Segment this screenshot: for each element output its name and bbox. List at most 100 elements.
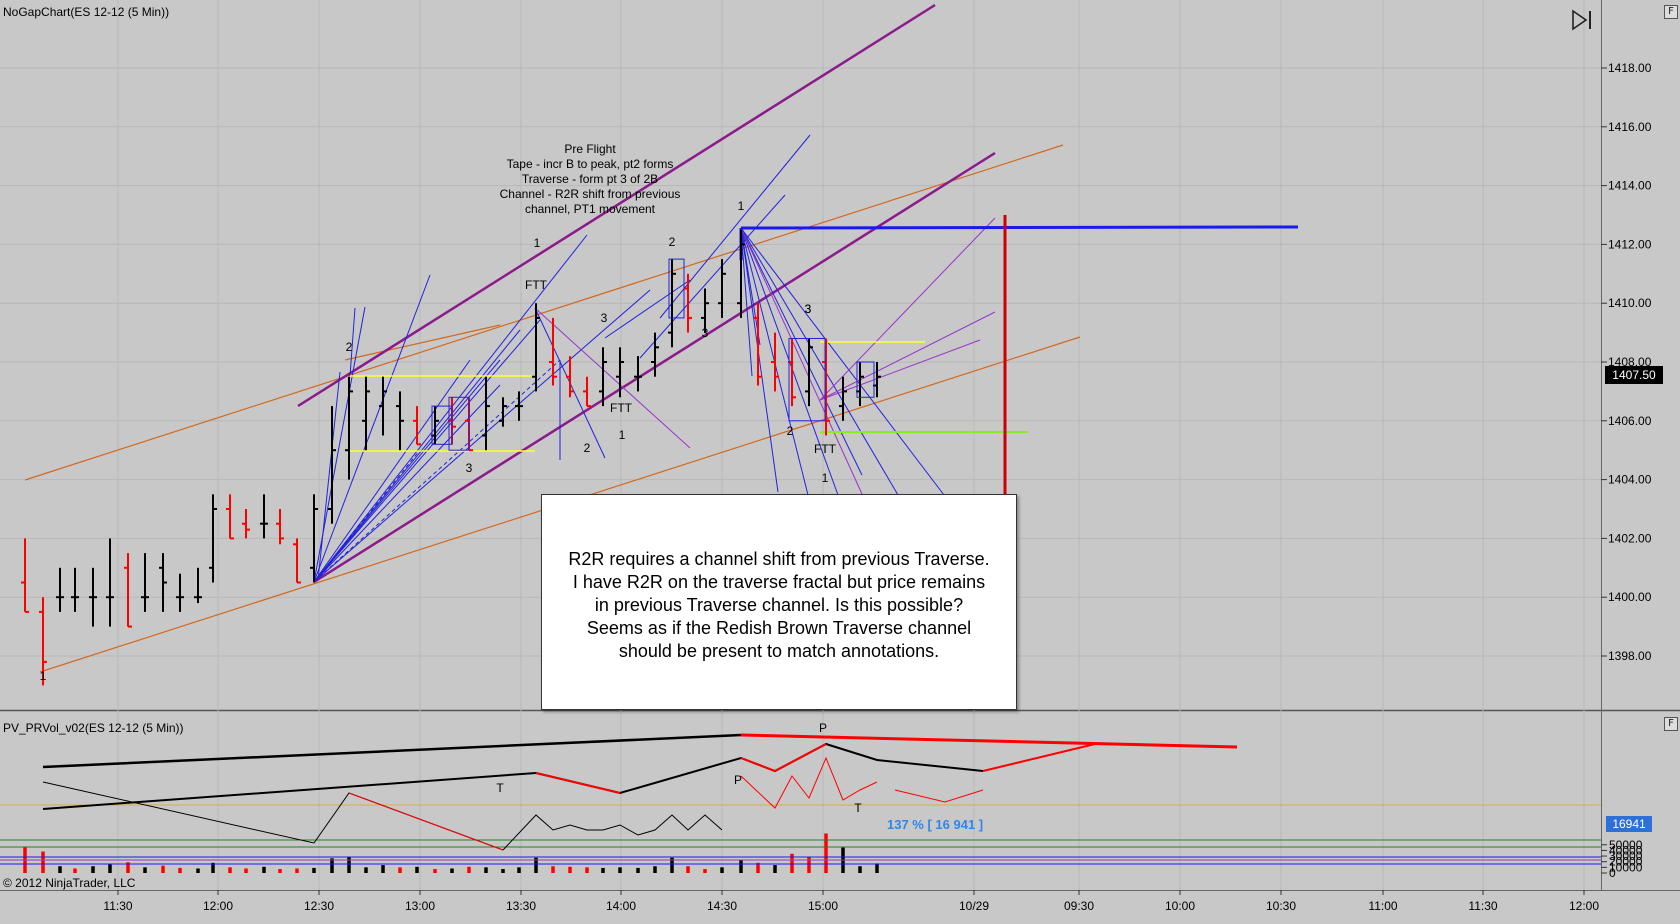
pattern-label: 2: [346, 340, 353, 354]
fan-line: [313, 234, 588, 583]
note-line: R2R requires a channel shift from previo…: [568, 548, 990, 569]
fan-line: [604, 279, 691, 339]
skip-to-end-icon[interactable]: [1570, 9, 1594, 31]
volume-pattern-label: P: [734, 773, 742, 787]
pattern-label: 2: [787, 424, 794, 438]
axes: 1418.00 1416.00 1414.00 1412.00 1410.00 1408.…: [103, 61, 1651, 913]
time-axis-label: 10:00: [1165, 899, 1195, 913]
fan-line-dashed: [313, 449, 421, 583]
note-line: in previous Traverse channel. Is this po…: [594, 594, 964, 615]
volume-panel-menu-button[interactable]: F: [1664, 717, 1678, 731]
annotation-line: Pre Flight: [564, 142, 616, 156]
price-axis-label: 1418.00: [1608, 61, 1652, 75]
pattern-label: 3: [805, 302, 812, 316]
pattern-label: 3: [466, 461, 473, 475]
volume-trend-black: [42, 772, 537, 810]
note-box[interactable]: R2R requires a channel shift from previo…: [541, 494, 1017, 710]
pattern-label: 1: [822, 471, 829, 485]
volume-pattern-label: P: [819, 721, 827, 735]
price-axis-label: 1414.00: [1608, 179, 1652, 193]
pattern-label: 1: [619, 428, 626, 442]
pattern-label: 1: [738, 199, 745, 213]
price-panel-menu-button[interactable]: F: [1664, 5, 1678, 19]
consolidation-box: [788, 337, 826, 422]
pattern-label: 3: [702, 326, 709, 340]
fan-line-violet: [819, 339, 981, 401]
price-axis-label: 1400.00: [1608, 590, 1652, 604]
volume-ratio-label: 137 % [ 16 941 ]: [887, 817, 984, 832]
fan-line-violet: [819, 311, 996, 401]
volume-pattern-label: T: [854, 801, 862, 815]
volume-trend-red: [740, 733, 1238, 749]
volume-wave: [502, 814, 723, 851]
volume-axis-label: 10000: [1609, 860, 1643, 874]
consolidation-box: [668, 258, 685, 319]
price-axis-label: 1410.00: [1608, 296, 1652, 310]
price-axis-label: 1398.00: [1608, 649, 1652, 663]
annotation-line: Channel - R2R shift from previous: [499, 187, 681, 201]
time-axis-label: 11:00: [1368, 899, 1397, 913]
copyright-text: © 2012 NinjaTrader, LLC: [3, 876, 136, 890]
pattern-label: 1: [534, 236, 541, 250]
volume-axis-label: 40000: [1609, 843, 1643, 857]
consolidation-box: [448, 396, 470, 451]
volume-trend-red: [982, 743, 1096, 772]
price-axis-label: 1402.00: [1608, 531, 1652, 545]
drawing-objects[interactable]: [24, 3, 1299, 673]
pattern-label: 1: [40, 669, 47, 683]
time-axis-label: 15:00: [808, 899, 838, 913]
price-axis-label: 1404.00: [1608, 473, 1652, 487]
pattern-label: 3: [805, 302, 812, 316]
fan-line: [740, 227, 863, 476]
purple-channel-upper: [297, 3, 936, 408]
pattern-label: FTT: [814, 442, 837, 456]
volume-wave-red: [894, 789, 984, 803]
current-price-label: 1407.50: [1605, 366, 1663, 384]
volume-wave-red-thick: [740, 743, 827, 773]
volume-axis-label: 50000: [1609, 838, 1643, 852]
orange-channel-upper: [24, 144, 1064, 481]
fan-line: [349, 307, 356, 377]
fan-line: [740, 227, 761, 346]
volume-axis-label: 30000: [1609, 849, 1643, 863]
fan-line: [317, 371, 341, 581]
volume-pattern-label: T: [496, 781, 504, 795]
time-axis-label: 13:00: [405, 899, 435, 913]
volume-bars: [0, 733, 1601, 873]
time-axis-label: 14:00: [606, 899, 636, 913]
time-axis-label: 11:30: [103, 899, 132, 913]
fan-line: [639, 194, 786, 359]
time-axis-label: 10/29: [959, 899, 989, 913]
fan-line: [740, 227, 753, 377]
price-axis-label: 1406.00: [1608, 414, 1652, 428]
volume-axis-label: 20000: [1609, 855, 1643, 869]
volume-trend-black: [42, 733, 742, 769]
price-axis-label: 1412.00: [1608, 237, 1652, 251]
fan-line: [313, 274, 431, 583]
time-axis-label: 12:00: [203, 899, 233, 913]
fan-line: [740, 227, 945, 496]
note-line: should be present to match annotations.: [618, 640, 940, 661]
orange-channel-segment: [344, 324, 501, 361]
time-axis-label: 11:30: [1468, 899, 1497, 913]
volume-wave-red-thick: [535, 772, 621, 794]
note-line: Seems as if the Redish Brown Traverse ch…: [586, 617, 972, 638]
time-axis-label: 12:30: [304, 899, 334, 913]
level-blue: [740, 225, 1299, 230]
pattern-label: FTT: [610, 401, 633, 415]
pattern-label: 2: [669, 235, 676, 249]
price-axis-label: 1416.00: [1608, 120, 1652, 134]
volume-wave-red: [740, 756, 878, 809]
annotation-line: Traverse - form pt 3 of 2B: [521, 172, 659, 186]
time-axis-label: 10:30: [1266, 899, 1296, 913]
fan-line: [313, 329, 521, 583]
fan-line: [740, 227, 899, 496]
annotation-line: channel, PT1 movement: [524, 202, 656, 216]
time-axis-label: 09:30: [1064, 899, 1094, 913]
fan-line-violet: [534, 307, 691, 449]
fan-line: [313, 359, 471, 583]
volume-wave-red: [348, 792, 504, 851]
volume-axis-label: 0: [1609, 866, 1616, 880]
